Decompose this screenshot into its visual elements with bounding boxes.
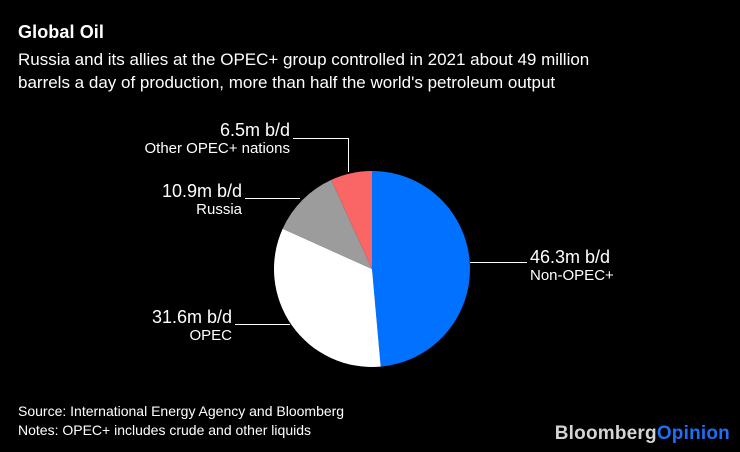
leader-line-opec bbox=[235, 324, 290, 325]
pie-chart bbox=[274, 171, 470, 367]
chart-subtitle-line-2: barrels a day of production, more than h… bbox=[18, 73, 556, 92]
logo-opinion: Opinion bbox=[656, 423, 730, 444]
chart-subtitle: Russia and its allies at the OPEC+ group… bbox=[18, 48, 589, 94]
chart-subtitle-line-1: Russia and its allies at the OPEC+ group… bbox=[18, 50, 590, 69]
callout-opec-value: 31.6m b/d bbox=[151, 307, 232, 327]
leader-line-non-opec bbox=[470, 262, 527, 263]
leader-line-russia bbox=[245, 198, 300, 199]
callout-opec: 31.6m b/d OPEC bbox=[152, 306, 232, 344]
pie-slice-other-opec-nations bbox=[331, 171, 372, 269]
logo-bloomberg: Bloomberg bbox=[554, 423, 657, 444]
notes-line: Notes: OPEC+ includes crude and other li… bbox=[18, 422, 311, 438]
callout-other-opec-nations: 6.5m b/d Other OPEC+ nations bbox=[145, 119, 291, 157]
pie-slice-opec bbox=[274, 228, 381, 367]
callout-other-opec-label: Other OPEC+ nations bbox=[144, 140, 291, 157]
callout-other-opec-value: 6.5m b/d bbox=[219, 120, 290, 140]
leader-line-other-opec-horizontal bbox=[293, 138, 348, 139]
callout-russia: 10.9m b/d Russia bbox=[162, 180, 242, 218]
chart-footnotes: Source: International Energy Agency and … bbox=[18, 402, 344, 440]
callout-opec-label: OPEC bbox=[189, 327, 232, 344]
leader-line-other-opec-vertical bbox=[348, 138, 349, 172]
chart-title: Global Oil bbox=[18, 22, 105, 42]
callout-russia-value: 10.9m b/d bbox=[161, 181, 242, 201]
callout-non-opec-value: 46.3m b/d bbox=[530, 247, 611, 267]
callout-non-opec: 46.3m b/d Non-OPEC+ bbox=[530, 246, 614, 284]
callout-non-opec-label: Non-OPEC+ bbox=[530, 267, 614, 284]
bloomberg-opinion-logo: BloombergOpinion bbox=[555, 423, 730, 445]
source-line: Source: International Energy Agency and … bbox=[18, 403, 345, 419]
callout-russia-label: Russia bbox=[196, 201, 242, 218]
pie-slice-non-opec- bbox=[372, 171, 470, 367]
pie-slice-russia bbox=[282, 179, 372, 269]
